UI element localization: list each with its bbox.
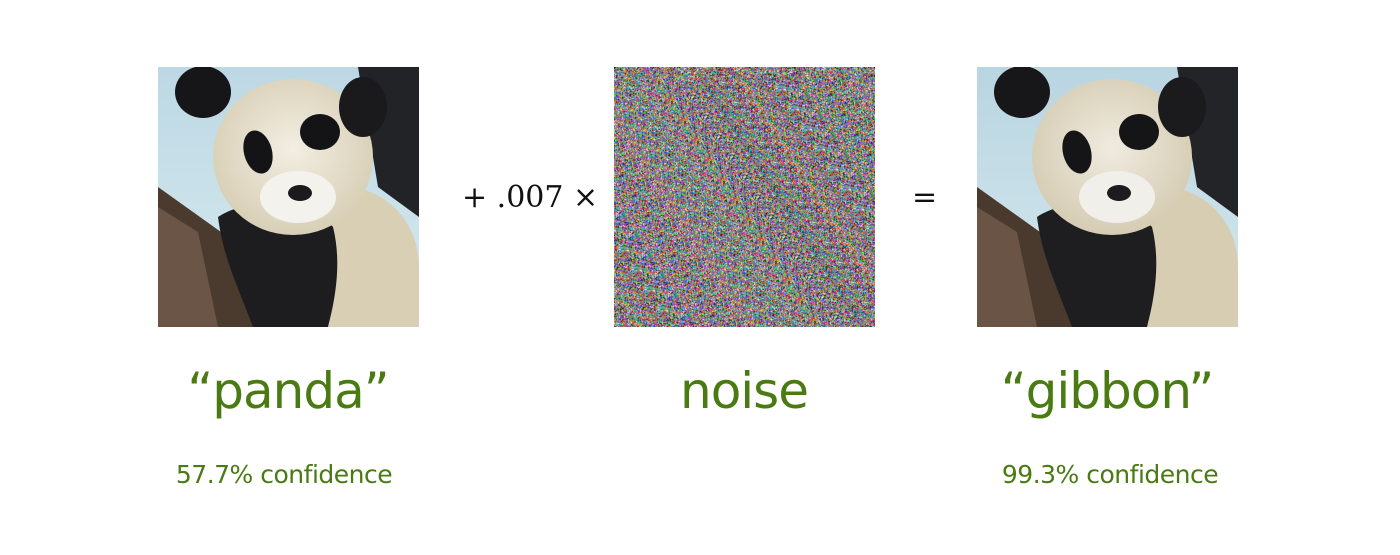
noise-image xyxy=(614,67,875,327)
equals-operator: = xyxy=(912,180,938,215)
panda-class-label: “panda” xyxy=(187,362,389,420)
panda-image xyxy=(158,67,419,327)
panda-photo-perturbed xyxy=(977,67,1238,327)
gibbon-class-label: “gibbon” xyxy=(1000,362,1214,420)
adversarial-panda-image xyxy=(977,67,1238,327)
panda-photo xyxy=(158,67,419,327)
noise-pattern xyxy=(614,67,875,327)
plus-scaled-operator: + .007 × xyxy=(462,180,599,215)
gibbon-confidence: 99.3% confidence xyxy=(1001,460,1219,489)
noise-label: noise xyxy=(680,362,809,420)
panda-confidence: 57.7% confidence xyxy=(175,460,393,489)
